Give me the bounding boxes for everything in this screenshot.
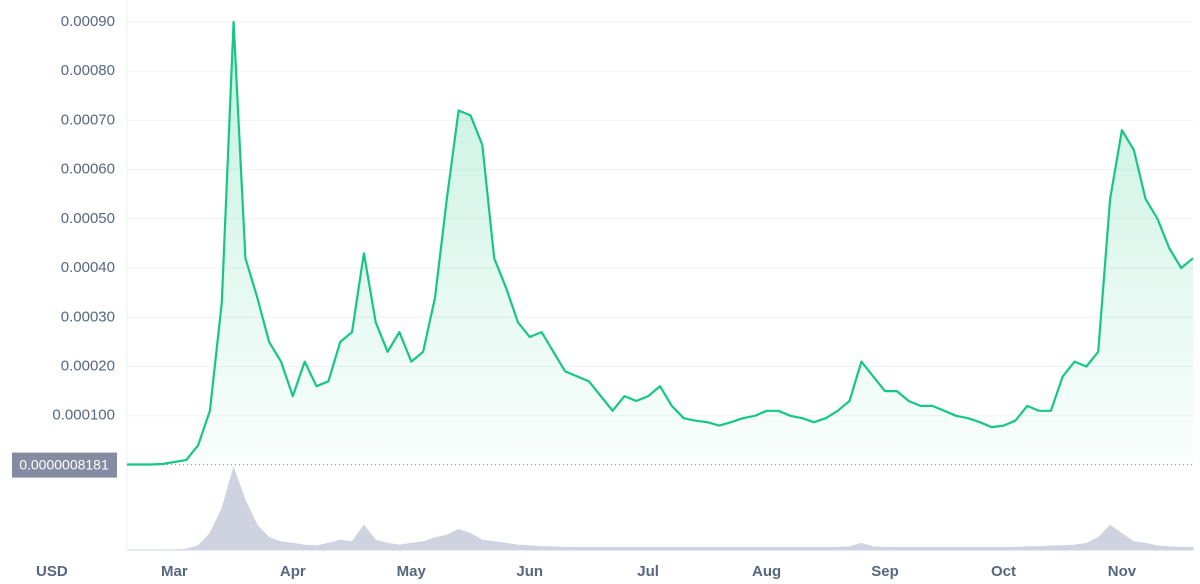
volume-area — [127, 466, 1194, 551]
y-tick-label: 0.00050 — [61, 210, 115, 227]
x-tick-label: May — [397, 563, 427, 580]
y-tick-label: 0.00020 — [61, 357, 115, 374]
x-tick-label: Jul — [637, 563, 659, 580]
currency-label: USD — [36, 563, 68, 580]
price-area — [127, 21, 1193, 466]
y-tick-label: 0.00090 — [61, 13, 115, 30]
x-tick-label: Sep — [871, 563, 899, 580]
y-tick-label: 0.00070 — [61, 111, 115, 128]
price-line — [127, 20, 1194, 466]
x-tick-label: Jun — [516, 563, 543, 580]
x-tick-label: Oct — [991, 563, 1016, 580]
current-price-label: 0.0000008181 — [19, 456, 109, 472]
x-tick-label: Aug — [752, 563, 781, 580]
current-price-box — [12, 452, 117, 478]
y-tick-label: 0.00040 — [61, 259, 115, 276]
x-tick-label: Apr — [280, 563, 306, 580]
y-tick-label: 0.00060 — [61, 161, 115, 178]
x-tick-label: Mar — [161, 563, 188, 580]
x-tick-label: Nov — [1108, 563, 1137, 580]
y-tick-label: 0.00030 — [61, 308, 115, 325]
y-tick-label: 0.000100 — [52, 407, 115, 424]
y-tick-label: 0.00080 — [61, 62, 115, 79]
